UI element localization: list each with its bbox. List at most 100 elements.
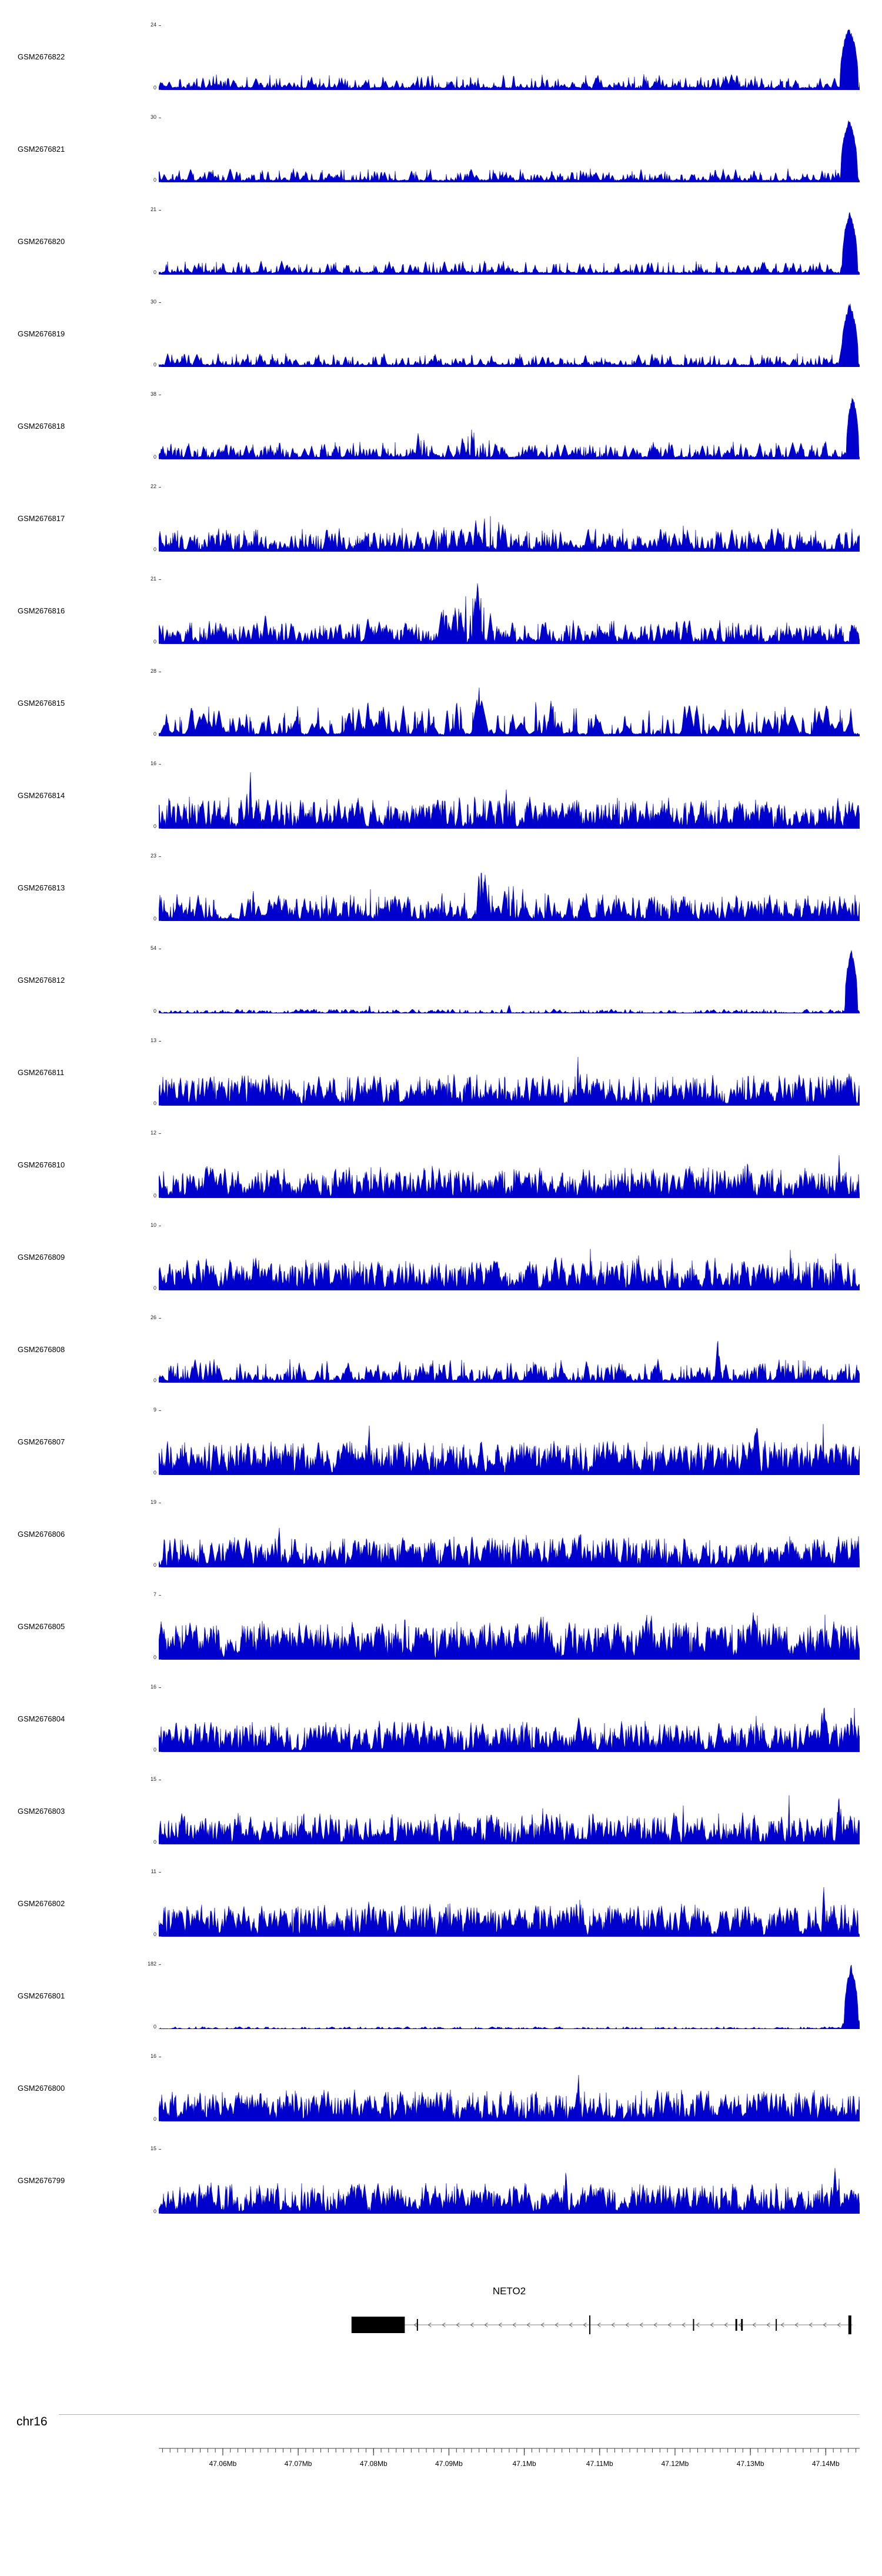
coverage-signal-plot [159,1133,860,1198]
coverage-signal-plot [159,2149,860,2214]
track-ymax-label: 21 [150,576,156,582]
coverage-signal-plot [159,2057,860,2121]
gene-name-label: NETO2 [492,2285,526,2297]
track-row: GSM2676822 24 0 [0,15,882,107]
coverage-signal-area [159,1707,860,1752]
coverage-signal-plot [159,672,860,736]
track-yzero-label: 0 [153,916,156,922]
gene-exon-tick [589,2315,591,2334]
track-row: GSM2676815 28 0 [0,661,882,753]
coverage-signal-plot [159,1872,860,1937]
track-yzero-label: 0 [153,1931,156,1937]
track-ymax-label: 15 [150,1776,156,1782]
coverage-signal-plot [159,302,860,367]
gene-exon-tick [741,2319,743,2331]
track-row: GSM2676813 23 0 [0,846,882,938]
coverage-signal-plot [159,856,860,921]
strand-arrow-left-icon [696,2323,700,2327]
coverage-signal-area [159,120,860,182]
strand-arrow-left-icon [442,2323,446,2327]
coverage-signal-area [159,1424,860,1475]
track-yzero-label: 0 [153,1008,156,1014]
strand-arrow-left-icon [794,2323,799,2327]
track-sample-label: GSM2676815 [18,699,65,708]
coverage-signal-area [159,1527,860,1567]
track-row: GSM2676802 11 0 [0,1861,882,1954]
strand-arrow-left-icon [470,2323,474,2327]
coverage-signal-area [159,1964,860,2029]
track-ymax-label: 9 [153,1407,156,1413]
track-yzero-label: 0 [153,1193,156,1199]
track-sample-label: GSM2676811 [18,1068,65,1077]
track-sample-label: GSM2676818 [18,422,65,431]
coverage-signal-plot [159,1595,860,1660]
track-yzero-label: 0 [153,362,156,368]
track-sample-label: GSM2676807 [18,1437,65,1446]
track-yzero-label: 0 [153,1654,156,1660]
coverage-signal-plot [159,118,860,182]
track-row: GSM2676806 19 0 [0,1492,882,1584]
coverage-signal-area [159,1340,860,1383]
strand-arrow-left-icon [456,2323,460,2327]
coverage-signal-plot [159,1226,860,1290]
coverage-signal-area [159,1612,860,1660]
strand-arrow-left-icon [484,2323,488,2327]
track-sample-label: GSM2676804 [18,1714,65,1723]
track-yzero-label: 0 [153,1285,156,1291]
coverage-signal-area [159,516,860,552]
coverage-signal-plot [159,1318,860,1383]
track-sample-label: GSM2676812 [18,976,65,985]
strand-arrow-left-icon [583,2323,587,2327]
track-row: GSM2676818 38 0 [0,384,882,476]
strand-arrow-left-icon [837,2323,841,2327]
divider-line [59,2414,860,2415]
track-yzero-label: 0 [153,269,156,275]
track-row: GSM2676809 10 0 [0,1215,882,1307]
strand-arrow-left-icon [540,2323,544,2327]
strand-arrow-left-icon [738,2323,742,2327]
strand-arrow-left-icon [681,2323,686,2327]
coverage-signal-plot [159,1041,860,1106]
track-row: GSM2676812 54 0 [0,938,882,1030]
track-ymax-label: 11 [151,1868,156,1874]
strand-arrow-left-icon [512,2323,516,2327]
gene-exon-tick [693,2319,694,2331]
track-sample-label: GSM2676810 [18,1160,65,1169]
strand-arrow-left-icon [569,2323,573,2327]
strand-arrow-left-icon [413,2323,417,2327]
track-ymax-label: 19 [150,1499,156,1505]
coverage-signal-plot [159,1410,860,1475]
track-ymax-label: 30 [150,299,156,305]
track-ymax-label: 16 [150,1684,156,1690]
strand-arrow-left-icon [554,2323,559,2327]
track-yzero-label: 0 [153,85,156,91]
track-sample-label: GSM2676803 [18,1807,65,1816]
ruler-tick-label: 47.09Mb [435,2460,463,2468]
strand-arrow-left-icon [611,2323,615,2327]
track-row: GSM2676821 30 0 [0,107,882,199]
track-row: GSM2676805 7 0 [0,1584,882,1677]
track-yzero-label: 0 [153,1100,156,1106]
track-ymax-label: 21 [150,206,156,212]
coverage-signal-area [159,688,860,736]
track-row: GSM2676814 16 0 [0,753,882,846]
chromosome-label: chr16 [16,2415,48,2428]
coverage-signal-plot [159,579,860,644]
track-row: GSM2676817 22 0 [0,476,882,569]
ruler-tick-label: 47.14Mb [812,2460,840,2468]
ruler-tick-label: 47.11Mb [586,2460,613,2468]
coverage-signal-area [159,950,860,1013]
track-ymax-label: 23 [150,853,156,859]
track-row: GSM2676811 13 0 [0,1030,882,1123]
coverage-signal-area [159,212,860,275]
track-yzero-label: 0 [153,1562,156,1568]
track-row: GSM2676820 21 0 [0,199,882,292]
track-sample-label: GSM2676801 [18,1991,65,2000]
strand-arrow-left-icon [653,2323,657,2327]
track-yzero-label: 0 [153,823,156,829]
track-yzero-label: 0 [153,2208,156,2214]
track-ymax-label: 7 [153,1591,156,1597]
track-ymax-label: 24 [150,22,156,28]
track-row: GSM2676799 15 0 [0,2138,882,2231]
